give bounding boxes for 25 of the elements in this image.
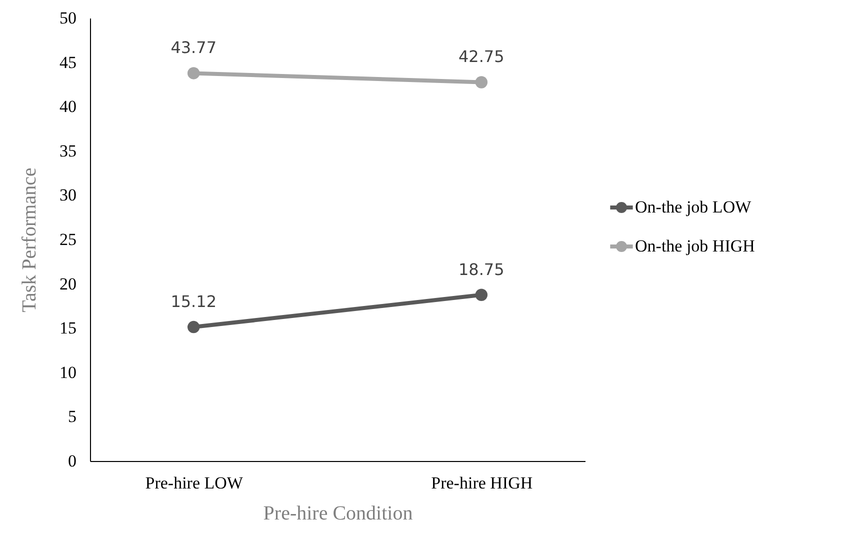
- y-tick-label: 30: [60, 186, 76, 205]
- legend-label: On-the job LOW: [635, 198, 752, 216]
- data-label: 15.12: [170, 292, 217, 312]
- point: [187, 67, 200, 80]
- point: [475, 76, 488, 88]
- data-label: 18.75: [458, 260, 504, 279]
- y-tick-label: 20: [60, 274, 76, 294]
- y-tick-label: 25: [60, 230, 76, 249]
- legend-label: On-the job HIGH: [635, 236, 755, 256]
- x-axis-title: Pre-hire Condition: [263, 502, 413, 524]
- y-tick-label: 10: [60, 362, 76, 382]
- y-tick-label: 45: [60, 52, 76, 72]
- y-tick-label: 0: [68, 452, 76, 470]
- y-tick-label: 35: [60, 141, 76, 160]
- point: [475, 288, 488, 301]
- y-tick-label: 5: [68, 407, 76, 426]
- y-tick-label: 50: [60, 8, 76, 28]
- data-label: 43.77: [170, 38, 217, 58]
- y-axis-title: Task Performance: [18, 168, 40, 312]
- x-tick-label: Pre-hire HIGH: [431, 474, 533, 492]
- point: [187, 320, 200, 334]
- data-label: 42.75: [458, 47, 504, 66]
- y-tick-label: 15: [60, 318, 76, 338]
- x-tick-label: Pre-hire LOW: [145, 474, 244, 492]
- y-tick-label: 40: [60, 97, 76, 116]
